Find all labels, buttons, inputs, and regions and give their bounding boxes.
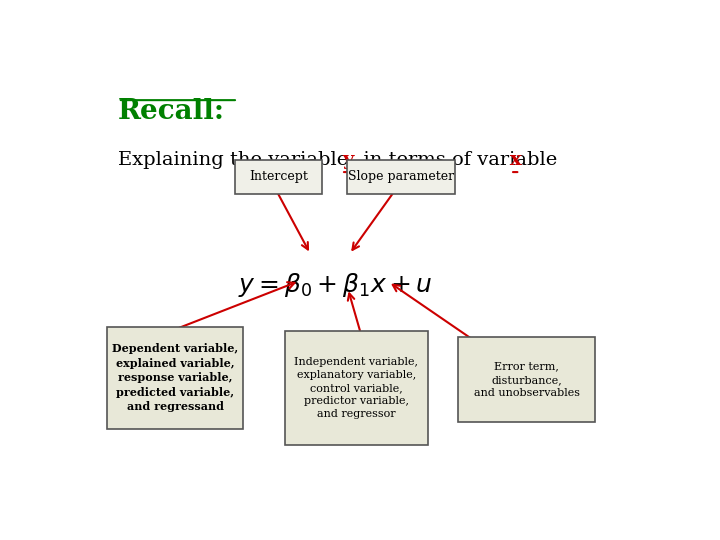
FancyBboxPatch shape	[347, 160, 456, 194]
Text: y: y	[342, 151, 354, 170]
Text: $y = \beta_0 + \beta_1 x + u$: $y = \beta_0 + \beta_1 x + u$	[238, 271, 433, 299]
FancyBboxPatch shape	[285, 331, 428, 445]
Text: Recall:: Recall:	[118, 98, 225, 125]
Text: Independent variable,
explanatory variable,
control variable,
predictor variable: Independent variable, explanatory variab…	[294, 357, 418, 420]
Text: in terms of variable: in terms of variable	[351, 151, 570, 170]
Text: Explaining the variable: Explaining the variable	[118, 151, 354, 170]
FancyBboxPatch shape	[107, 327, 243, 429]
Text: Intercept: Intercept	[249, 170, 307, 183]
Text: x: x	[510, 151, 522, 170]
Text: Slope parameter: Slope parameter	[348, 170, 454, 183]
Text: Error term,
disturbance,
and unobservables: Error term, disturbance, and unobservabl…	[474, 362, 580, 398]
FancyBboxPatch shape	[459, 337, 595, 422]
Text: Dependent variable,
explained variable,
response variable,
predicted variable,
a: Dependent variable, explained variable, …	[112, 343, 238, 413]
FancyBboxPatch shape	[235, 160, 322, 194]
